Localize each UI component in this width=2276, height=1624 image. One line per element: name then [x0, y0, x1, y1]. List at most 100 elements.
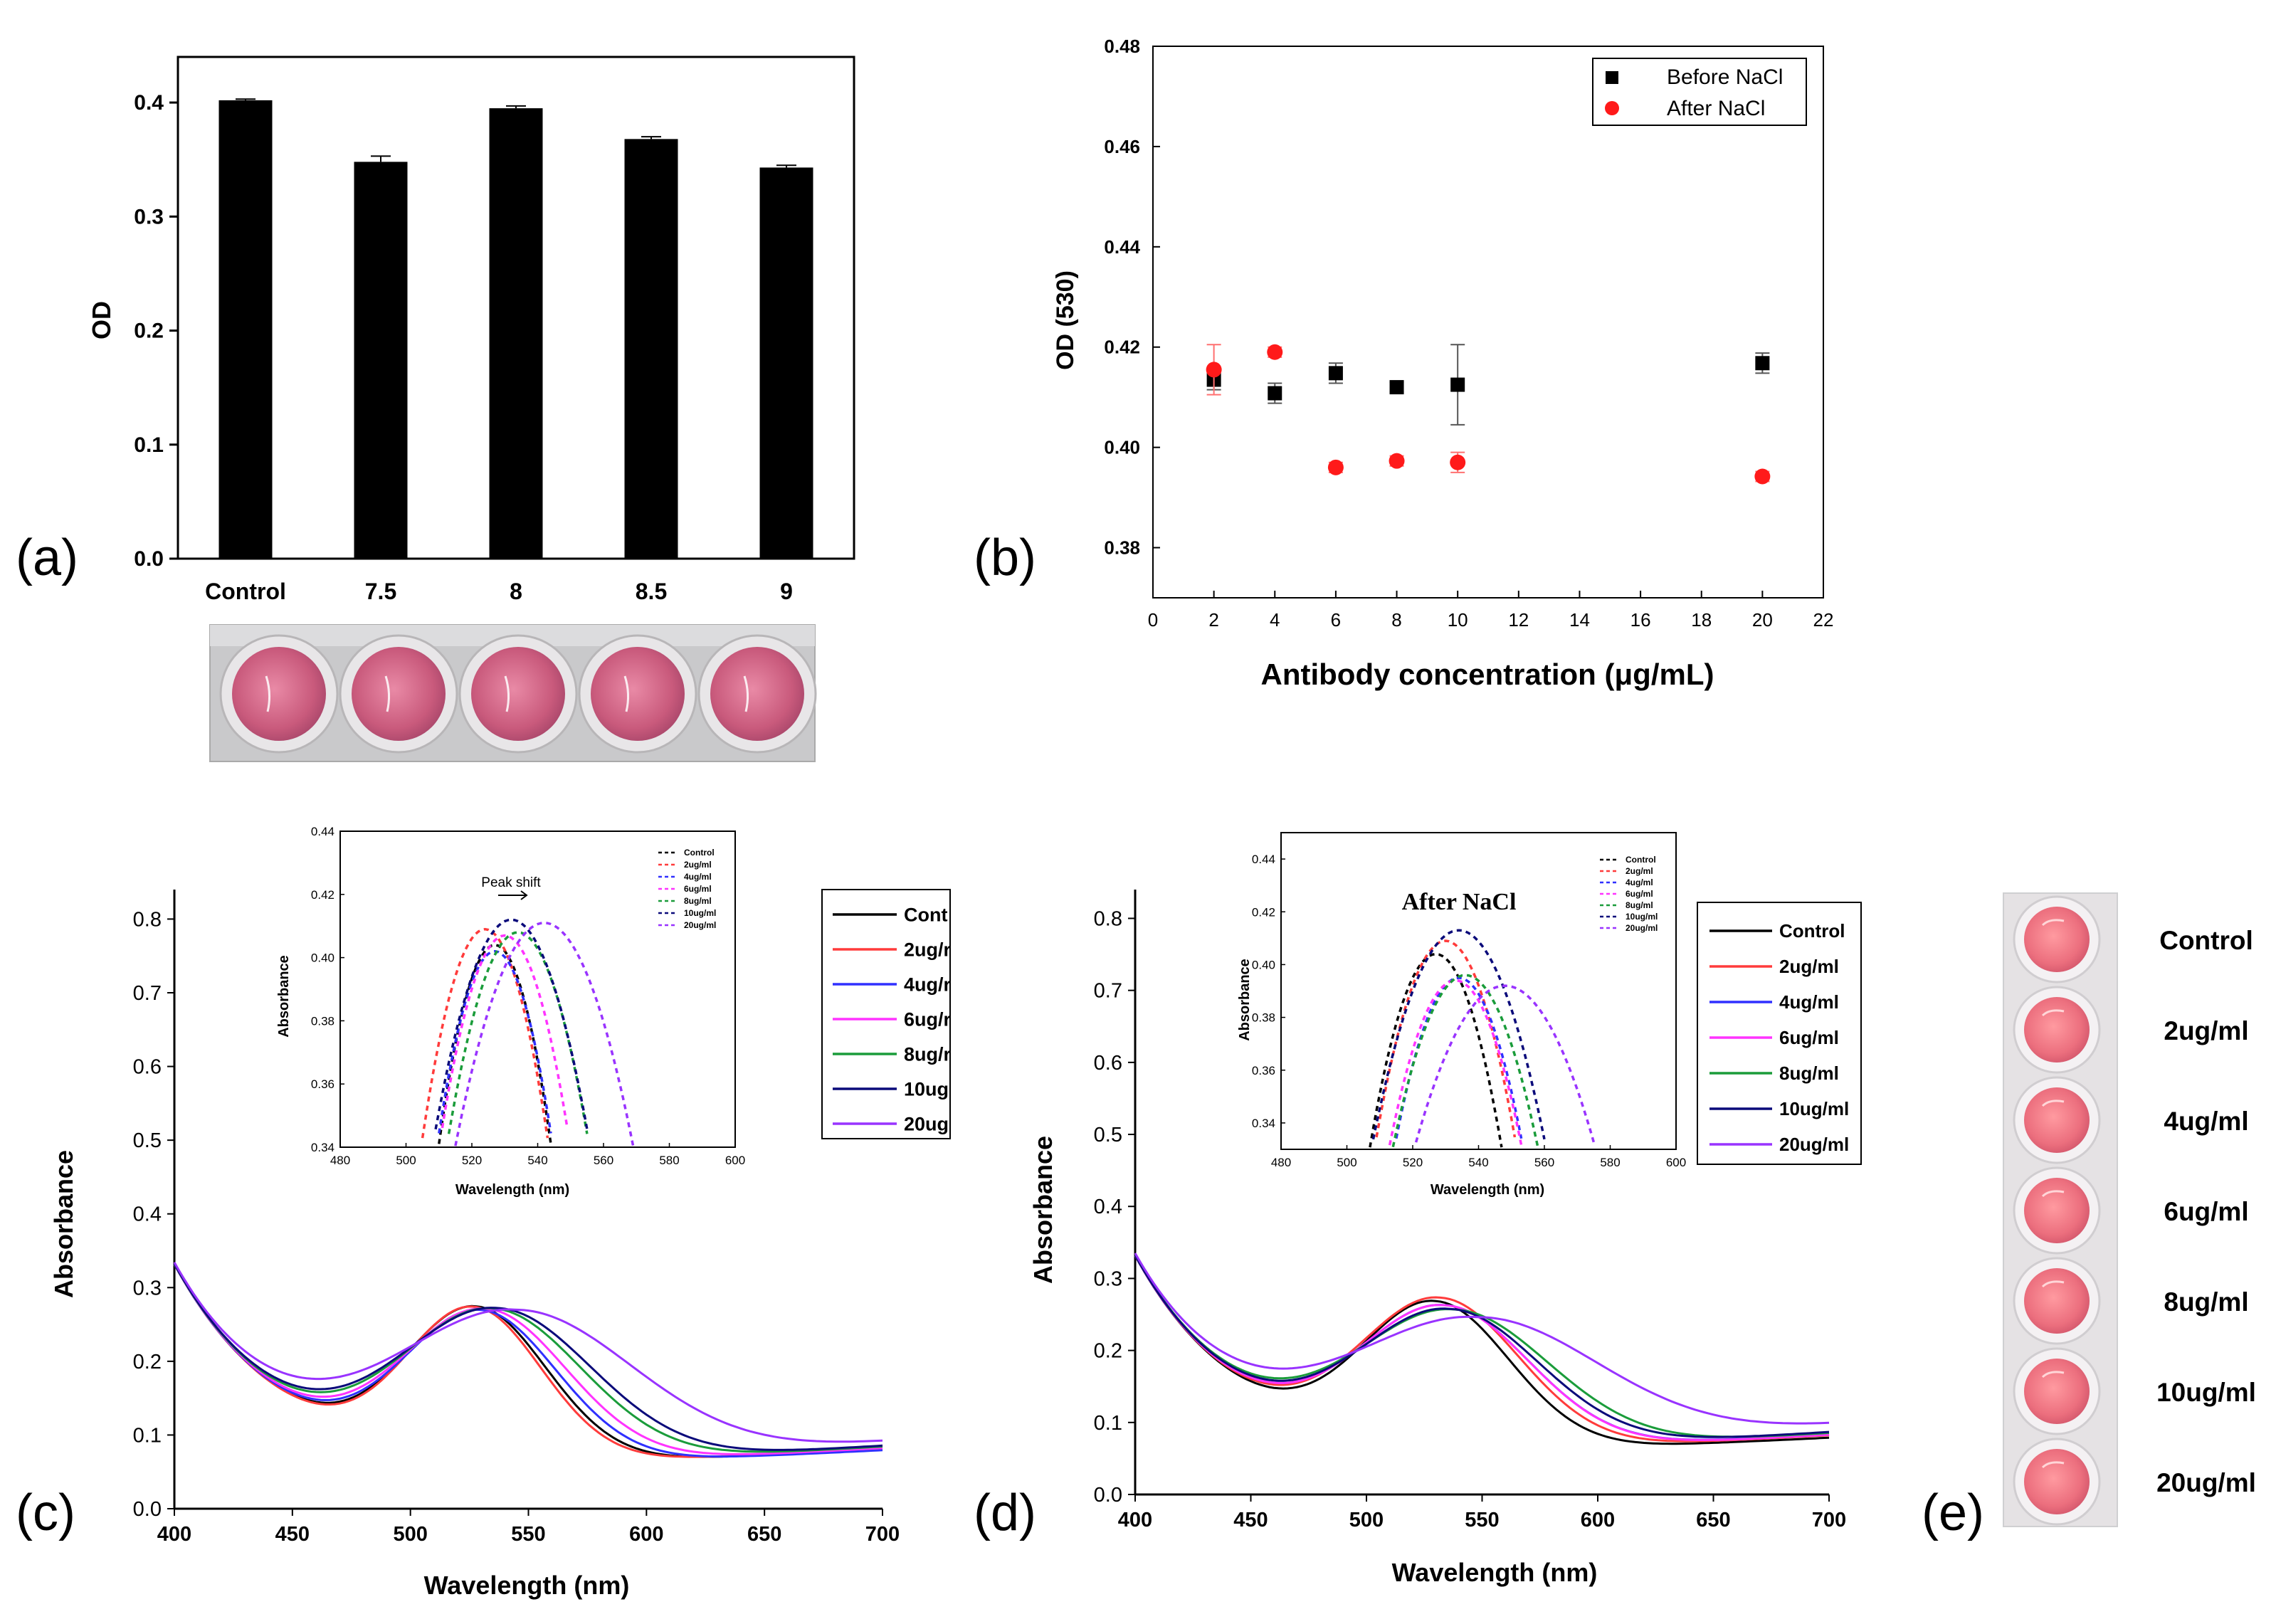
spectrum-line — [173, 1263, 883, 1453]
legend-label: 8ug/ml — [1779, 1063, 1839, 1084]
inset-xtick-label: 560 — [1534, 1156, 1554, 1169]
e-well-glare — [2041, 1190, 2065, 1198]
b-xtick-label: 0 — [1148, 609, 1158, 631]
panel-d-inset-axes: 0.34 0.36 0.38 0.40 0.42 0.44 480 500 520 540 560 5… — [1252, 853, 1686, 1169]
inset-ytick-label: 0.38 — [311, 1014, 334, 1028]
panel-c-inset-annotation: Peak shift — [481, 875, 541, 890]
panel-c-line-chart: 0.0 0.1 0.2 0.3 0.4 0.5 0.6 0.7 0.8 400 450 500 550 6… — [49, 825, 952, 1600]
a-ytick-label: 0.1 — [134, 433, 164, 457]
a-xtick-label: Control — [205, 579, 286, 604]
b-point-before — [1389, 380, 1404, 395]
ytick-label: 0.3 — [1094, 1267, 1122, 1290]
inset-ytick-label: 0.36 — [311, 1077, 334, 1091]
panel-d-inset-xlabel: Wavelength (nm) — [1431, 1182, 1544, 1198]
b-xtick-label: 16 — [1630, 609, 1651, 631]
ytick-label: 0.4 — [1094, 1196, 1122, 1218]
ytick-label: 0.8 — [1094, 907, 1122, 930]
a-ytick-label: 0.4 — [134, 91, 164, 115]
ytick-label: 0.0 — [1094, 1484, 1122, 1507]
inset-spectrum-line — [1371, 929, 1546, 1140]
legend-before-label: Before NaCl — [1667, 65, 1783, 89]
inset-spectrum-line — [447, 931, 589, 1134]
xtick-label: 650 — [747, 1523, 781, 1546]
legend-label: 10ug/ml — [684, 908, 716, 918]
inset-spectrum-line — [438, 944, 552, 1144]
ytick-label: 0.6 — [133, 1056, 162, 1079]
panel-b-y-axis: 0.38 0.40 0.42 0.44 0.46 0.48 — [1104, 36, 1160, 559]
ytick-label: 0.4 — [133, 1203, 162, 1226]
panel-d-legend: Control 2ug/ml 4ug/ml 6ug/ml 8ug/ml 10ug/ml 20… — [1697, 902, 1862, 1165]
spectrum-line — [1134, 1255, 1830, 1441]
panel-a-bar-chart: 0.0 0.1 0.2 0.3 0.4 Control 7.5 8 8.5 9 OD — [87, 56, 855, 762]
legend-label: 6ug/r — [904, 1008, 952, 1030]
a-well — [232, 647, 326, 741]
inset-xtick-label: 580 — [659, 1154, 679, 1167]
b-ytick-label: 0.46 — [1104, 136, 1140, 157]
panel-c-inset-xlabel: Wavelength (nm) — [455, 1182, 569, 1198]
a-ytick-label: 0.3 — [134, 205, 164, 228]
legend-after-marker — [1605, 101, 1619, 115]
spectrum-line — [1134, 1253, 1830, 1425]
inset-ytick-label: 0.36 — [1252, 1064, 1275, 1077]
ytick-label: 0.7 — [1094, 980, 1122, 1003]
a-bar — [759, 167, 813, 559]
b-point-after — [1754, 468, 1771, 485]
b-xtick-label: 14 — [1569, 609, 1590, 631]
legend-label: 20ug — [904, 1113, 949, 1134]
panel-label-a: (a) — [16, 529, 78, 586]
inset-spectrum-line — [1391, 974, 1539, 1148]
inset-ytick-label: 0.34 — [311, 1141, 334, 1154]
ytick-label: 0.0 — [133, 1498, 162, 1521]
a-well-glare — [384, 675, 391, 712]
e-well-glare — [2041, 1100, 2065, 1107]
inset-xtick-label: 480 — [330, 1154, 350, 1167]
spectrum-line — [1134, 1255, 1830, 1441]
panel-c-inset-ylabel: Absorbance — [276, 955, 292, 1038]
a-xtick-label: 8 — [510, 579, 522, 604]
spectrum-line — [1134, 1255, 1830, 1438]
inset-xtick-label: 600 — [725, 1154, 745, 1167]
e-well-glare — [2041, 1461, 2065, 1469]
legend-label: 10ug — [904, 1078, 949, 1100]
legend-label: 4ug/ml — [1626, 877, 1653, 887]
panel-label-d: (d) — [974, 1485, 1036, 1541]
b-point-before — [1328, 366, 1343, 381]
legend-label: 8ug/ml — [684, 896, 712, 906]
panel-d-lines — [1134, 1253, 1830, 1445]
ytick-label: 0.1 — [1094, 1412, 1122, 1435]
b-ytick-label: 0.40 — [1104, 437, 1140, 458]
a-bar — [218, 100, 273, 559]
spectrum-line — [1134, 1255, 1830, 1445]
b-ytick-label: 0.48 — [1104, 36, 1140, 57]
e-well-label: 4ug/ml — [2164, 1107, 2248, 1136]
legend-label: 20ug/ml — [1779, 1134, 1849, 1155]
spectrum-line — [173, 1262, 883, 1443]
panel-e-well-photo: Control 2ug/ml 4ug/ml 6ug/ml 8ug/ml 10ug/ml 20… — [2003, 892, 2256, 1527]
panel-a-well-photo — [209, 624, 817, 762]
b-xtick-label: 22 — [1813, 609, 1834, 631]
e-well-label: 20ug/ml — [2156, 1468, 2256, 1497]
xtick-label: 450 — [275, 1523, 310, 1546]
legend-label: 8ug/r — [904, 1043, 952, 1065]
ytick-label: 0.5 — [1094, 1124, 1122, 1146]
e-well-glare — [2041, 1371, 2065, 1378]
panel-d-inset: 0.34 0.36 0.38 0.40 0.42 0.44 480 500 520 540 560 5… — [1237, 832, 1686, 1198]
xtick-label: 450 — [1233, 1509, 1268, 1531]
panel-a-x-axis: Control 7.5 8 8.5 9 — [205, 579, 793, 604]
legend-label: 10ug/ml — [1779, 1098, 1849, 1119]
panel-a-wells — [219, 634, 817, 754]
panel-a-bars — [218, 98, 813, 559]
b-ytick-label: 0.38 — [1104, 537, 1140, 559]
xtick-label: 550 — [511, 1523, 545, 1546]
spectrum-line — [173, 1263, 883, 1458]
panel-c-inset-lines — [421, 918, 635, 1146]
spectrum-line — [1134, 1254, 1830, 1438]
a-well-glare — [504, 675, 510, 712]
legend-label: 2ug/ml — [684, 860, 712, 870]
legend-label: 6ug/ml — [1626, 889, 1653, 899]
ytick-label: 0.5 — [133, 1129, 162, 1152]
e-well — [2024, 1268, 2090, 1334]
inset-ytick-label: 0.34 — [1252, 1117, 1275, 1130]
inset-spectrum-line — [421, 927, 549, 1139]
b-xtick-label: 4 — [1270, 609, 1280, 631]
